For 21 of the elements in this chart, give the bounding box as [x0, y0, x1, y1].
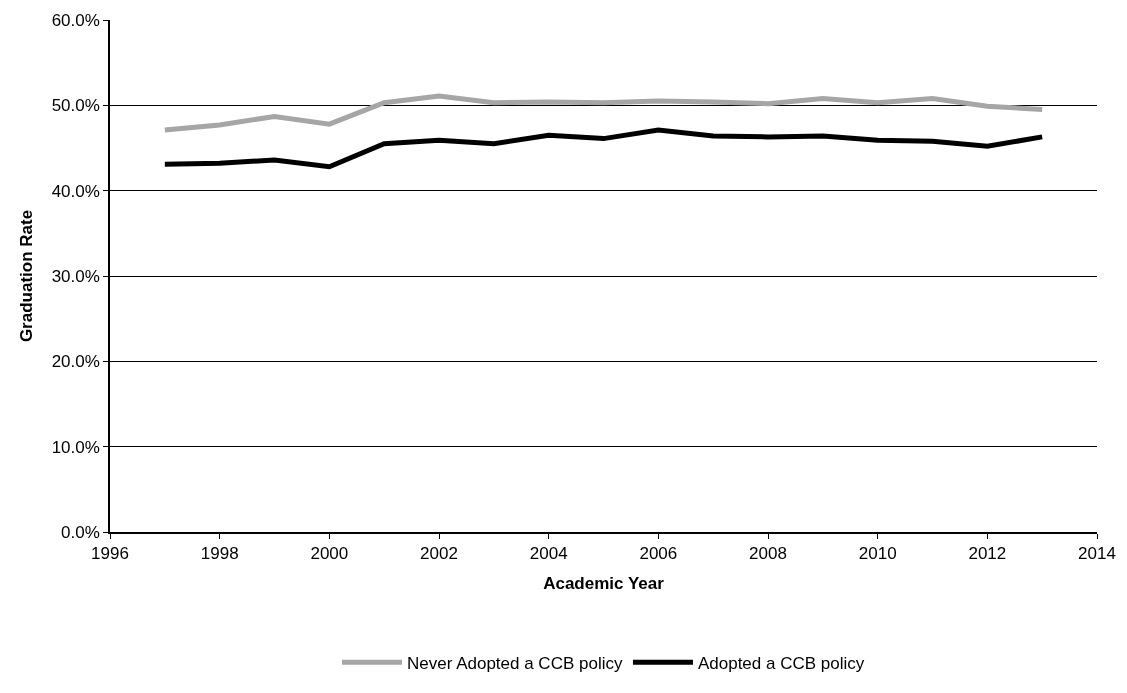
x-tick-label: 1996 — [91, 544, 129, 564]
y-tick-label: 0.0% — [61, 522, 100, 542]
x-axis-title: Academic Year — [543, 574, 665, 594]
x-tick-label: 2014 — [1078, 544, 1116, 564]
y-tick-label: 40.0% — [51, 181, 100, 201]
y-tick-label: 10.0% — [51, 437, 100, 457]
x-tick-label: 2008 — [749, 544, 787, 564]
x-tick-label: 2002 — [420, 544, 458, 564]
x-tick-label: 1998 — [200, 544, 239, 564]
x-tick-label: 2006 — [639, 544, 678, 564]
legend-label: Adopted a CCB policy — [697, 653, 865, 673]
x-tick-label: 2010 — [858, 544, 897, 564]
y-tick-label: 20.0% — [51, 352, 100, 372]
x-tick-label: 2004 — [529, 544, 568, 564]
y-tick-label: 50.0% — [51, 96, 100, 116]
y-axis-title: Graduation Rate — [16, 209, 36, 343]
x-tick-label: 2000 — [310, 544, 349, 564]
y-tick-label: 30.0% — [51, 266, 100, 286]
x-tick-label: 2012 — [968, 544, 1007, 564]
legend-label: Never Adopted a CCB policy — [407, 653, 623, 673]
y-tick-label: 60.0% — [51, 10, 100, 30]
